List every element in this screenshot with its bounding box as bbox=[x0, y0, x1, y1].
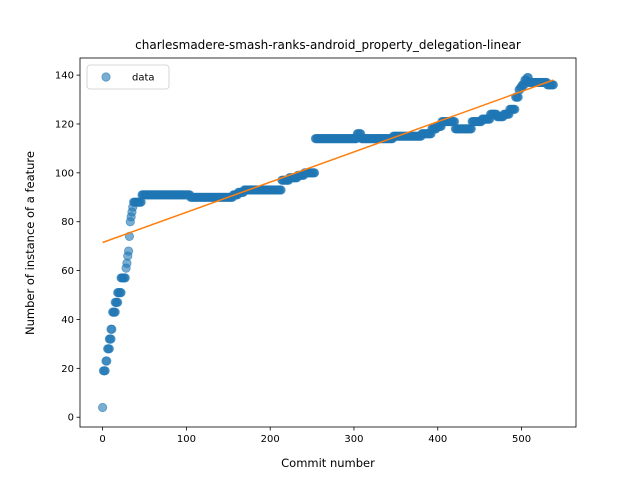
data-point bbox=[117, 288, 125, 296]
y-tick-label: 140 bbox=[55, 71, 74, 82]
y-tick-label: 40 bbox=[61, 315, 74, 326]
data-point bbox=[107, 335, 115, 343]
y-tick-label: 120 bbox=[55, 119, 74, 130]
y-tick-label: 80 bbox=[61, 217, 74, 228]
x-axis: 0 100 200 300 400 500 bbox=[99, 427, 531, 445]
data-point bbox=[98, 403, 106, 411]
plot-area bbox=[80, 58, 576, 427]
legend: data bbox=[87, 65, 169, 89]
x-tick-label: 300 bbox=[344, 434, 363, 445]
y-tick-label: 0 bbox=[68, 413, 74, 424]
x-tick-label: 0 bbox=[99, 434, 105, 445]
x-axis-label: Commit number bbox=[281, 456, 375, 470]
data-point bbox=[549, 81, 557, 89]
data-point bbox=[103, 357, 111, 365]
x-tick-label: 200 bbox=[261, 434, 280, 445]
data-point bbox=[511, 105, 519, 113]
x-tick-label: 500 bbox=[512, 434, 531, 445]
data-point bbox=[108, 325, 116, 333]
y-axis-label: Number of instance of a feature bbox=[23, 151, 37, 335]
data-point bbox=[121, 274, 129, 282]
data-point bbox=[101, 367, 109, 375]
legend-label: data bbox=[132, 73, 155, 84]
data-point bbox=[277, 186, 285, 194]
data-point bbox=[111, 308, 119, 316]
data-point bbox=[124, 247, 132, 255]
x-tick-label: 100 bbox=[177, 434, 196, 445]
y-tick-label: 20 bbox=[61, 364, 74, 375]
y-axis: 0 20 40 60 80 100 120 140 bbox=[55, 71, 80, 424]
y-tick-label: 100 bbox=[55, 168, 74, 179]
data-point bbox=[105, 345, 113, 353]
data-point bbox=[310, 169, 318, 177]
legend-box bbox=[87, 65, 169, 89]
chart-title: charlesmadere-smash-ranks-android_proper… bbox=[135, 38, 521, 52]
fit-line bbox=[103, 80, 554, 243]
legend-marker bbox=[102, 73, 110, 81]
data-point bbox=[114, 298, 122, 306]
x-tick-label: 400 bbox=[428, 434, 447, 445]
y-tick-label: 60 bbox=[61, 266, 74, 277]
